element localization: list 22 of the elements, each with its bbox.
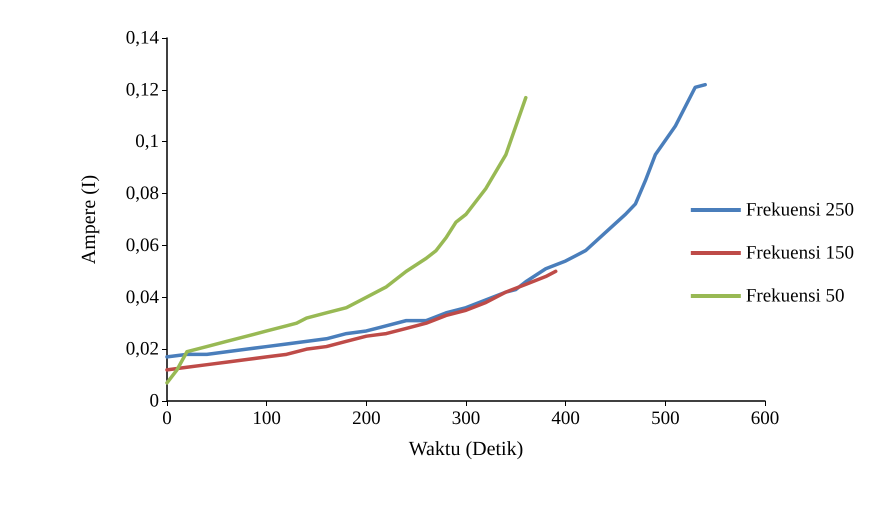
y-tick-label: 0,06 xyxy=(126,234,159,256)
y-tick-label: 0 xyxy=(150,390,159,412)
x-tick-label: 400 xyxy=(551,408,580,429)
x-tick-label: 500 xyxy=(651,408,680,429)
legend-label: Frekuensi 50 xyxy=(746,286,845,306)
y-tick-label: 0,1 xyxy=(135,131,159,152)
y-tick-label: 0,14 xyxy=(126,28,160,48)
y-tick-label: 0,04 xyxy=(126,286,160,308)
x-tick-label: 200 xyxy=(352,408,381,429)
x-axis-title: Waktu (Detik) xyxy=(408,438,524,460)
legend-label: Frekuensi 250 xyxy=(746,200,854,220)
x-tick-label: 300 xyxy=(452,408,480,429)
y-axis-title: Ampere (I) xyxy=(78,174,100,264)
line-series xyxy=(165,96,528,385)
legend-label: Frekuensi 150 xyxy=(746,242,854,264)
line-series xyxy=(165,82,707,359)
y-tick-label: 0,08 xyxy=(126,183,159,204)
y-tick-label: 0,12 xyxy=(126,79,159,100)
y-tick-label: 0,02 xyxy=(126,338,159,360)
x-tick-label: 100 xyxy=(252,408,281,429)
line-series xyxy=(165,270,558,372)
x-tick-label: 600 xyxy=(750,408,780,429)
